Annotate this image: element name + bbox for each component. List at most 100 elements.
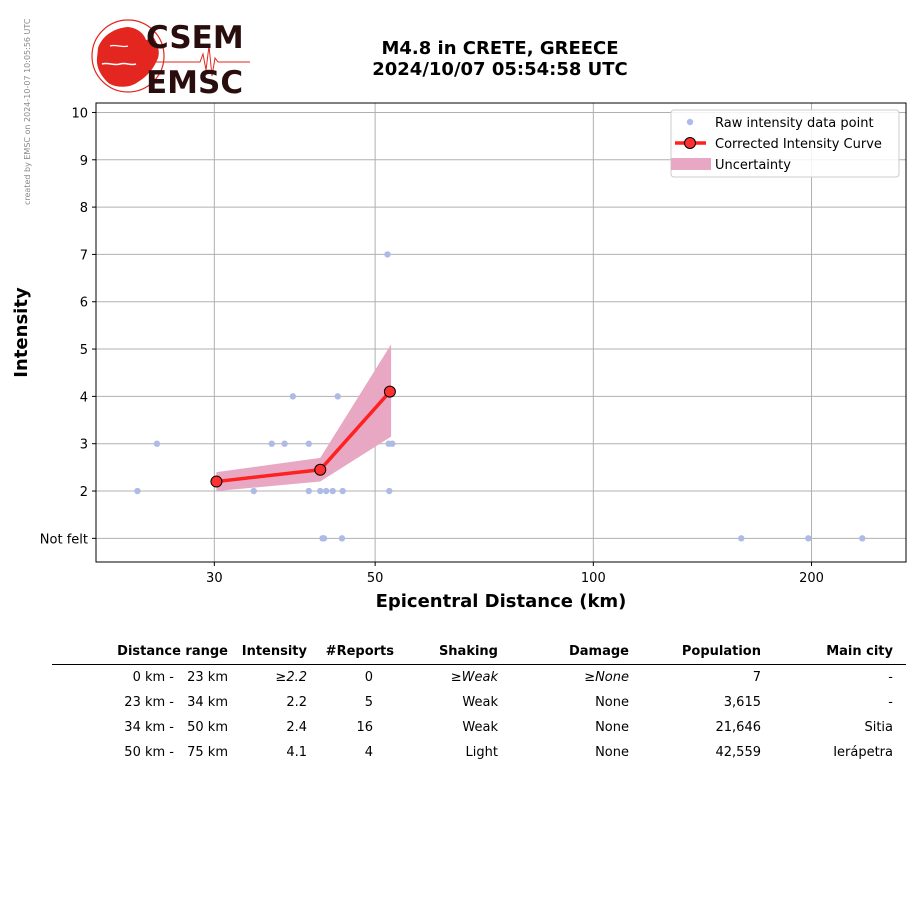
- cell-damage: None: [595, 720, 629, 735]
- cell-shaking: Light: [465, 745, 498, 760]
- cell-distance-from: 23 km -: [124, 695, 174, 710]
- legend-marker-curve: [684, 137, 696, 149]
- y-tick-label: 5: [80, 343, 88, 358]
- cell-main-city: -: [888, 670, 893, 685]
- y-tick-label: 2: [80, 485, 88, 500]
- uncertainty-band: [216, 344, 392, 492]
- raw-data-point: [305, 440, 313, 447]
- raw-data-point: [134, 487, 141, 495]
- cell-distance-from: 0 km -: [132, 670, 174, 685]
- cell-population: 3,615: [723, 695, 761, 710]
- x-tick-label: 30: [206, 571, 223, 586]
- raw-data-point: [389, 440, 396, 447]
- header-reports: #Reports: [325, 644, 394, 659]
- raw-data-point: [281, 440, 288, 447]
- header-shaking: Shaking: [438, 644, 498, 659]
- cell-population: 42,559: [715, 745, 762, 760]
- raw-data-point: [305, 487, 313, 495]
- x-tick-label: 100: [581, 571, 606, 586]
- intensity-table: Distance range Intensity #Reports Shakin…: [52, 640, 906, 765]
- corrected-curve-marker: [314, 463, 327, 476]
- cell-shaking: Weak: [462, 695, 498, 710]
- header-intensity: Intensity: [241, 644, 307, 659]
- cell-distance-to: 75 km: [187, 745, 228, 760]
- cell-shaking: Weak: [462, 720, 498, 735]
- raw-data-point: [329, 487, 336, 495]
- cell-intensity: ≥2.2: [275, 670, 307, 685]
- cell-intensity: 2.2: [286, 695, 307, 710]
- cell-reports: 5: [364, 695, 373, 710]
- raw-data-point: [268, 440, 275, 447]
- cell-reports: 0: [364, 670, 373, 685]
- x-tick-label: 50: [367, 571, 384, 586]
- raw-data-point: [339, 487, 346, 495]
- y-tick-label: 6: [80, 296, 88, 311]
- cell-main-city: Ierápetra: [833, 745, 893, 760]
- cell-main-city: Sitia: [864, 720, 893, 735]
- y-tick-label: 4: [80, 390, 88, 405]
- cell-population: 7: [752, 670, 761, 685]
- raw-data-point: [289, 393, 297, 400]
- table-header: Distance range Intensity #Reports Shakin…: [52, 640, 906, 665]
- cell-damage: ≥None: [584, 670, 629, 685]
- plot-frame: [95, 102, 907, 563]
- table-body: 0 km - 23 km ≥2.2 0 ≥Weak ≥None 7 - 23 km - 34 km…: [52, 665, 906, 765]
- x-axis-label: Epicentral Distance (km): [376, 591, 627, 612]
- header-damage: Damage: [568, 644, 629, 659]
- y-tick-label: 10: [71, 106, 88, 121]
- intensity-chart: 30 50 100 200 Not felt 2 3 4 5 6 7 8 9 10 Epicentral D…: [11, 102, 907, 612]
- raw-data-point: [334, 393, 341, 400]
- raw-data-point: [338, 535, 346, 542]
- legend-swatch-uncertainty: [671, 158, 711, 170]
- y-axis-label: Intensity: [11, 287, 32, 378]
- raw-data-point: [320, 535, 328, 542]
- cell-damage: None: [595, 745, 629, 760]
- raw-data-point: [153, 440, 161, 447]
- legend-label: Uncertainty: [715, 158, 791, 173]
- raw-data-point: [738, 535, 745, 542]
- raw-data-point: [805, 535, 812, 542]
- cell-reports: 4: [364, 745, 373, 760]
- cell-distance-to: 50 km: [187, 720, 228, 735]
- raw-data-point: [859, 535, 866, 542]
- header-population: Population: [681, 644, 761, 659]
- cell-main-city: -: [888, 695, 893, 710]
- chart-title: M4.8 in CRETE, GREECE 2024/10/07 05:54:5…: [300, 38, 700, 80]
- raw-data-point: [386, 487, 393, 495]
- table-row: 34 km - 50 km 2.4 16 Weak None 21,646 Sitia: [52, 715, 906, 740]
- y-tick-label: Not felt: [40, 532, 88, 547]
- legend-label: Raw intensity data point: [715, 116, 874, 131]
- y-tick-label: 3: [80, 438, 88, 453]
- header-main-city: Main city: [826, 644, 893, 659]
- csem-emsc-logo: CSEM EMSC: [91, 19, 250, 100]
- raw-data-point: [317, 487, 324, 495]
- raw-data-point: [250, 487, 257, 495]
- y-tick-label: 7: [80, 248, 88, 263]
- table-row: 50 km - 75 km 4.1 4 Light None 42,559 Ierápetra: [52, 740, 906, 765]
- logo-text-csem: CSEM: [146, 20, 244, 56]
- cell-distance-from: 34 km -: [124, 720, 174, 735]
- logo-text-emsc: EMSC: [146, 65, 243, 100]
- cell-intensity: 2.4: [286, 720, 307, 735]
- legend-label: Corrected Intensity Curve: [715, 137, 882, 152]
- x-tick-label: 200: [799, 571, 824, 586]
- cell-population: 21,646: [715, 720, 762, 735]
- raw-data-point: [322, 487, 330, 495]
- corrected-curve-marker: [210, 475, 223, 488]
- raw-data-point: [384, 251, 391, 258]
- legend-marker-raw: [686, 118, 694, 126]
- cell-intensity: 4.1: [286, 745, 307, 760]
- y-tick-label: 8: [80, 201, 88, 216]
- legend-box: [670, 109, 900, 178]
- cell-distance-to: 34 km: [187, 695, 228, 710]
- cell-damage: None: [595, 695, 629, 710]
- header-distance-range: Distance range: [117, 644, 228, 659]
- cell-reports: 16: [356, 720, 373, 735]
- table-row: 0 km - 23 km ≥2.2 0 ≥Weak ≥None 7 -: [52, 665, 906, 690]
- table-row: 23 km - 34 km 2.2 5 Weak None 3,615 -: [52, 690, 906, 715]
- cell-distance-to: 23 km: [187, 670, 228, 685]
- y-tick-label: 9: [80, 154, 88, 169]
- cell-shaking: ≥Weak: [450, 670, 498, 685]
- cell-distance-from: 50 km -: [124, 745, 174, 760]
- corrected-curve-marker: [383, 385, 396, 398]
